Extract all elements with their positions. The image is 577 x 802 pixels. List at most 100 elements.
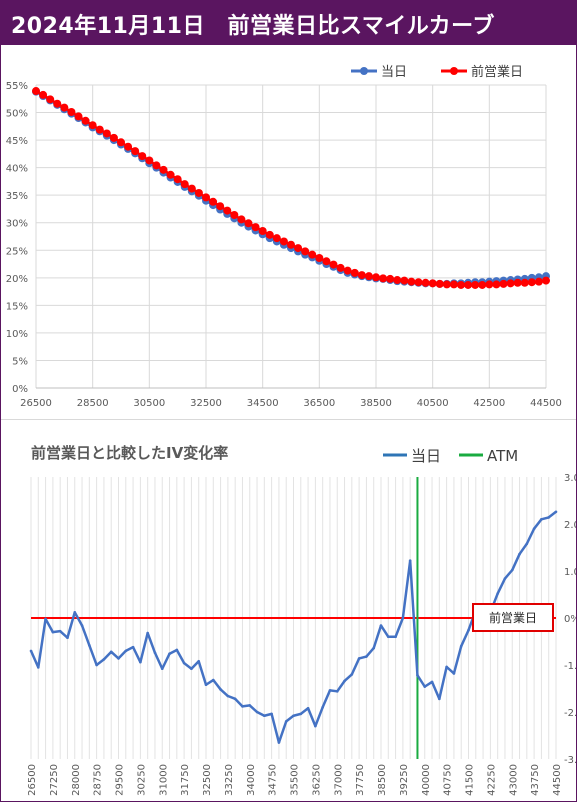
smile-curve-chart: 0% 5% 10% 15% 20% 25% 30% 35% 40% 45% 50% 55% 26500 2… <box>6 64 562 409</box>
data-point-prev <box>322 257 331 266</box>
data-point-prev <box>449 280 458 289</box>
data-point-prev <box>407 277 416 286</box>
data-point-prev <box>527 278 536 287</box>
data-point-today <box>292 714 295 718</box>
y-tick-label: 5% <box>12 356 28 367</box>
legend-today-label: 当日 <box>411 447 441 465</box>
data-point-today <box>248 704 252 707</box>
data-point-today <box>423 685 427 688</box>
y-tick-label: -3.00% <box>564 755 576 766</box>
data-point-prev <box>421 278 430 287</box>
data-point-today <box>408 559 412 562</box>
data-point-today <box>270 712 273 716</box>
data-point-today <box>263 714 266 718</box>
data-point-today <box>314 724 317 728</box>
data-point-prev <box>209 197 218 206</box>
data-point-today <box>29 649 33 653</box>
y-tick-label: 55% <box>6 81 28 92</box>
data-point-prev <box>152 161 161 170</box>
data-point-today <box>204 683 208 687</box>
data-point-prev <box>542 276 550 285</box>
x-tick-label: 28750 <box>93 764 104 796</box>
data-point-prev <box>244 219 253 228</box>
title-banner: 2024年11月11日 前営業日比スマイルカーブ <box>1 1 576 45</box>
data-point-prev <box>279 237 288 246</box>
legend-today-marker <box>360 67 368 75</box>
prev-day-label: 前営業日 <box>489 610 537 625</box>
data-point-today <box>109 650 113 654</box>
chart-divider <box>1 419 576 420</box>
data-point-prev <box>138 152 147 161</box>
data-point-today <box>343 679 346 683</box>
data-point-today <box>503 577 507 580</box>
data-point-prev <box>202 193 210 202</box>
data-point-prev <box>187 184 196 193</box>
series-line-today <box>35 90 547 286</box>
x-tick-label: 28500 <box>77 398 109 409</box>
data-point-prev <box>499 279 508 288</box>
data-point-prev <box>131 147 140 156</box>
data-point-prev <box>216 202 225 211</box>
y-tick-label: 30% <box>6 219 28 230</box>
data-point-today <box>350 673 354 676</box>
data-point-prev <box>435 279 444 288</box>
data-point-today <box>365 655 368 658</box>
data-point-prev <box>237 215 246 224</box>
data-point-today <box>95 663 98 667</box>
x-tick-label: 31000 <box>158 764 169 796</box>
data-point-prev <box>357 271 366 280</box>
y-tick-label: 50% <box>6 109 28 120</box>
data-point-prev <box>109 133 118 142</box>
x-tick-label: 44500 <box>530 398 562 409</box>
x-tick-label: 42250 <box>486 764 497 796</box>
x-tick-label: 34500 <box>247 398 279 409</box>
x-tick-label: 32500 <box>202 764 213 796</box>
data-point-prev <box>159 165 168 174</box>
x-tick-label: 29500 <box>115 764 126 796</box>
data-point-prev <box>60 103 69 112</box>
data-point-today <box>430 680 434 684</box>
x-tick-label: 42500 <box>473 398 505 409</box>
chart2-title: 前営業日と比較したIV変化率 <box>31 444 228 462</box>
data-point-prev <box>287 240 295 249</box>
data-point-today <box>532 527 536 530</box>
data-point-today <box>102 658 106 661</box>
data-point-today <box>160 667 164 671</box>
data-point-today <box>467 628 470 632</box>
data-point-today <box>219 688 222 691</box>
data-point-today <box>445 665 448 669</box>
data-point-today <box>233 697 237 701</box>
legend-today-label: 当日 <box>381 65 407 80</box>
data-point-today <box>44 617 47 621</box>
x-tick-label: 32500 <box>190 398 222 409</box>
data-point-prev <box>315 253 324 262</box>
data-point-today <box>277 741 281 744</box>
data-point-prev <box>145 156 154 165</box>
data-point-prev <box>393 276 402 285</box>
data-point-today <box>131 645 135 649</box>
data-point-today <box>372 646 376 650</box>
x-tick-label: 40000 <box>421 764 432 796</box>
data-point-prev <box>194 188 203 197</box>
y-tick-label: 40% <box>6 164 28 175</box>
x-tick-label: 40750 <box>443 764 454 796</box>
data-point-today <box>51 630 55 634</box>
x-tick-label: 36500 <box>303 398 335 409</box>
x-tick-label: 37750 <box>355 764 366 796</box>
x-tick-label: 41500 <box>465 764 476 796</box>
data-point-prev <box>88 121 97 130</box>
data-point-today <box>496 592 499 595</box>
y-tick-label: 0% <box>12 384 28 395</box>
x-tick-label: 30250 <box>136 764 147 796</box>
x-tick-label: 26500 <box>27 764 38 796</box>
y-tick-label: -1.00% <box>564 661 576 672</box>
x-tick-label: 36250 <box>311 764 322 796</box>
data-point-prev <box>67 107 76 116</box>
data-point-prev <box>124 142 133 151</box>
y-tick-label: 20% <box>6 274 28 285</box>
y-tick-label: -2.00% <box>564 708 576 719</box>
data-point-today <box>58 629 62 633</box>
data-point-prev <box>74 112 83 121</box>
data-point-prev <box>379 274 388 283</box>
